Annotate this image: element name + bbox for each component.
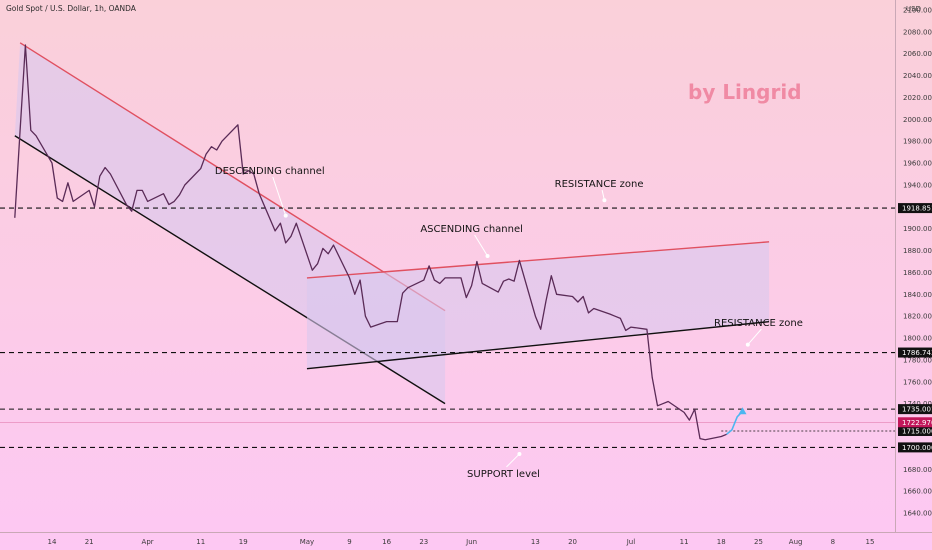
annotation-pointer-dot-2 [602, 198, 607, 203]
x-tick-label: Jul [626, 538, 636, 546]
x-tick-label: Aug [789, 538, 803, 546]
y-tick-label: 1880.000 [903, 247, 932, 255]
y-tick-label: 2060.000 [903, 50, 932, 58]
x-tick-label: Jun [465, 538, 477, 546]
x-tick-label: May [300, 538, 314, 546]
annotation-pointer-dot-0 [283, 213, 288, 218]
level-badge-1-bg [898, 347, 932, 358]
x-tick-label: 25 [754, 538, 763, 546]
x-tick-label: 21 [85, 538, 94, 546]
x-tick-label: 15 [866, 538, 875, 546]
y-tick-label: 1800.000 [903, 335, 932, 343]
y-tick-label: 2020.000 [903, 94, 932, 102]
projection-arrow-head [738, 407, 747, 415]
x-tick-label: Apr [142, 538, 154, 546]
ascending-channel-upper-line [306, 241, 770, 279]
y-tick-label: 1940.000 [903, 181, 932, 189]
y-tick-label: 1780.000 [903, 356, 932, 364]
y-tick-label: 1860.000 [903, 269, 932, 277]
y-tick-label: 1760.000 [903, 378, 932, 386]
level-badge-1-label: 1786.743 [902, 349, 932, 357]
annotation-pointer-dot-3 [745, 342, 750, 347]
level-badge-0-bg [898, 203, 932, 214]
annotation-label-1: ASCENDING channel [420, 224, 523, 235]
annotation-label-2: RESISTANCE zone [555, 179, 644, 190]
y-tick-label: 2080.000 [903, 28, 932, 36]
symbol-title: Gold Spot / U.S. Dollar, 1h, OANDA [6, 4, 137, 13]
x-tick-label: 14 [48, 538, 57, 546]
y-tick-label: 1840.000 [903, 291, 932, 299]
x-tick-label: 13 [531, 538, 540, 546]
annotation-label-0: DESCENDING channel [215, 166, 325, 177]
level-badge-3-label: 1715.000 [902, 427, 932, 435]
annotation-label-3: RESISTANCE zone [714, 318, 803, 329]
x-tick-label: 11 [680, 538, 689, 546]
annotation-pointer-1 [474, 234, 488, 257]
y-tick-label: 2040.000 [903, 72, 932, 80]
x-tick-label: 18 [717, 538, 726, 546]
y-tick-label: 1660.000 [903, 488, 932, 496]
annotation-label-4: SUPPORT level [467, 469, 540, 480]
level-badge-4-label: 1700.000 [902, 444, 932, 452]
y-tick-label: 1680.000 [903, 466, 932, 474]
price-series-line-0 [14, 44, 727, 441]
level-badge-2-bg [898, 404, 932, 415]
currency-label: USD [906, 5, 921, 13]
ascending-channel-lower-line [306, 320, 770, 370]
level-badge-2-label: 1735.001 [902, 406, 932, 414]
level-badge-4-bg [898, 442, 932, 453]
y-tick-label: 1820.000 [903, 313, 932, 321]
annotation-pointer-dot-1 [485, 254, 490, 259]
watermark: by Lingrid [688, 80, 802, 104]
annotation-pointer-4 [506, 453, 520, 468]
annotation-pointer-3 [747, 328, 762, 345]
x-tick-label: 19 [239, 538, 248, 546]
level-badge-3-bg [898, 425, 932, 436]
descending-channel-upper-line [19, 42, 446, 312]
annotation-pointer-0 [272, 176, 287, 216]
x-tick-label: 9 [347, 538, 351, 546]
current-price-badge-label: 1722.970 [902, 419, 932, 427]
y-tick-label: 1640.000 [903, 510, 932, 518]
y-tick-label: 1960.000 [903, 160, 932, 168]
annotation-pointer-dot-4 [517, 451, 522, 456]
x-tick-label: 20 [568, 538, 577, 546]
y-tick-label: 1980.000 [903, 138, 932, 146]
y-tick-label: 2100.000 [903, 7, 932, 15]
y-tick-label: 2000.000 [903, 116, 932, 124]
ascending-channel-fill [306, 241, 770, 369]
y-tick-label: 1900.000 [903, 225, 932, 233]
current-price-badge-bg [898, 417, 932, 428]
level-badge-0-label: 1918.851 [902, 205, 932, 213]
x-tick-label: 23 [419, 538, 428, 546]
x-tick-label: 16 [382, 538, 391, 546]
x-tick-label: 8 [831, 538, 835, 546]
x-tick-label: 11 [196, 538, 205, 546]
